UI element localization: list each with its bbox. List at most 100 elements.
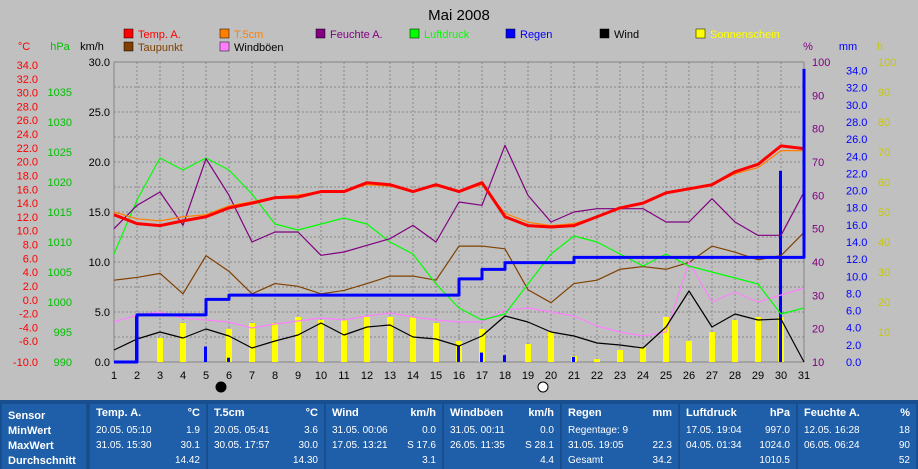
- stats-cell-value: 34.2: [652, 455, 672, 466]
- legend-swatch: [123, 28, 134, 39]
- x-tick-label: 17: [476, 370, 488, 382]
- stats-cell-value: 4.4: [540, 455, 554, 466]
- legend-label: Sonnenschein: [710, 29, 780, 41]
- stats-cell-value: S 17.6: [407, 440, 436, 451]
- tick-label-wind: 5.0: [95, 307, 110, 319]
- rain-bar: [204, 346, 207, 362]
- tick-label-wind: 30.0: [89, 57, 110, 69]
- tick-label-temp: 6.0: [23, 253, 38, 265]
- tick-label-pressure: 1030: [48, 117, 72, 129]
- tick-label-pressure: 995: [54, 327, 72, 339]
- stats-panel-title: T.5cm °C: [214, 407, 318, 419]
- x-tick-label: 25: [660, 370, 672, 382]
- stats-cell-value: 3.1: [422, 455, 436, 466]
- stats-row: 20.05. 05:41 3.6: [214, 425, 318, 438]
- legend-swatch: [219, 28, 230, 39]
- stats-cell-label: 31.05. 00:06: [332, 425, 388, 436]
- x-tick-label: 30: [775, 370, 787, 382]
- x-tick-label: 4: [180, 370, 186, 382]
- tick-label-pressure: 1025: [48, 147, 72, 159]
- sun-bar: [479, 329, 485, 362]
- legend-label: Luftdruck: [424, 29, 470, 41]
- full-moon-icon: [215, 381, 227, 393]
- sun-bar: [640, 347, 646, 362]
- sun-bar: [525, 344, 531, 362]
- x-tick-label: 29: [752, 370, 764, 382]
- legend-swatch: [409, 28, 420, 39]
- legend-swatch: [219, 41, 230, 52]
- tick-label-rain: 28.0: [846, 117, 867, 129]
- sun-bar: [594, 359, 600, 362]
- stats-row: 12.05. 16:28 18: [804, 425, 910, 438]
- sun-bar: [226, 329, 232, 362]
- tick-label-temp: 24.0: [17, 129, 38, 141]
- stats-panel-unit: km/h: [528, 407, 554, 419]
- x-tick-label: 3: [157, 370, 163, 382]
- legend-label: Wind: [614, 29, 639, 41]
- x-tick-label: 23: [614, 370, 626, 382]
- legend-swatch: [123, 41, 134, 52]
- x-tick-label: 8: [272, 370, 278, 382]
- stats-cell-value: 1.9: [186, 425, 200, 436]
- tick-label-rain: 14.0: [846, 237, 867, 249]
- stats-cell-value: 22.3: [652, 440, 672, 451]
- tick-label-rain: 8.0: [846, 288, 861, 300]
- stats-row: 52: [804, 455, 910, 468]
- sun-bar: [548, 332, 554, 362]
- tick-label-wind: 10.0: [89, 257, 110, 269]
- tick-label-pressure: 1010: [48, 237, 72, 249]
- tick-label-rain: 34.0: [846, 66, 867, 78]
- stats-cell-value: 90: [898, 440, 910, 451]
- x-tick-label: 7: [249, 370, 255, 382]
- stats-cell-value: 14.42: [174, 455, 200, 466]
- tick-label-pressure: 1015: [48, 207, 72, 219]
- stats-row: 31.05. 15:30 30.1: [96, 440, 200, 453]
- tick-label-temp: 34.0: [17, 60, 38, 72]
- tick-label-temp: 8.0: [23, 240, 38, 252]
- legend-label: Regen: [520, 29, 552, 41]
- stats-row: 26.05. 11:35 S 28.1: [450, 440, 554, 453]
- series-line-feuchte-a-: [113, 144, 805, 256]
- sun-bar: [249, 323, 255, 362]
- x-tick-label: 11: [338, 370, 349, 382]
- stats-panel-t-5cm: T.5cm °C 20.05. 05:41 3.6 30.05. 17:57 30.0 14…: [208, 404, 324, 469]
- sensor-row-min: MinWert: [8, 425, 52, 437]
- x-tick-label: 14: [407, 370, 419, 382]
- stats-cell-value: 997.0: [764, 425, 790, 436]
- stats-row: 20.05. 05:10 1.9: [96, 425, 200, 438]
- series-line-temp-a-: [113, 144, 805, 229]
- sensor-row-avg: Durchschnitt: [8, 455, 76, 467]
- tick-label-sun: 70: [878, 147, 890, 159]
- stats-cell-label: 20.05. 05:10: [96, 425, 152, 436]
- tick-label-temp: 30.0: [17, 88, 38, 100]
- tick-label-humidity: 30: [812, 290, 824, 302]
- tick-label-rain: 22.0: [846, 168, 867, 180]
- new-moon-icon: [537, 381, 549, 393]
- tick-label-rain: 6.0: [846, 306, 861, 318]
- tick-label-temp: -10.0: [13, 357, 38, 369]
- tick-label-pressure: 1005: [48, 267, 72, 279]
- tick-label-pressure: 1035: [48, 87, 72, 99]
- tick-label-humidity: 10: [812, 357, 824, 369]
- tick-label-rain: 0.0: [846, 357, 861, 369]
- tick-label-pressure: 1020: [48, 177, 72, 189]
- axis-unit-label: hPa: [50, 41, 70, 53]
- tick-label-wind: 0.0: [95, 357, 110, 369]
- stats-cell-value: 30.1: [180, 440, 200, 451]
- tick-label-sun: 20: [878, 297, 890, 309]
- x-tick-label: 18: [499, 370, 511, 382]
- stats-row: 17.05. 19:04 997.0: [686, 425, 790, 438]
- x-tick-label: 15: [430, 370, 442, 382]
- legend-label: Windböen: [234, 42, 284, 54]
- stats-panel-luftdruck: Luftdruck hPa 17.05. 19:04 997.0 04.05. 01:3…: [680, 404, 796, 469]
- stats-row: 14.30: [214, 455, 318, 468]
- axis-unit-label: °C: [18, 41, 30, 53]
- stats-bar: Sensor MinWert MaxWert Durchschnitt Temp…: [0, 400, 918, 469]
- sun-bar: [732, 320, 738, 362]
- rain-bar: [779, 170, 782, 362]
- series-line-regen: [114, 68, 806, 364]
- sun-bar: [686, 341, 692, 362]
- stats-row: 4.4: [450, 455, 554, 468]
- tick-label-temp: 0.0: [23, 295, 38, 307]
- sensor-panel: Sensor MinWert MaxWert Durchschnitt: [2, 404, 86, 469]
